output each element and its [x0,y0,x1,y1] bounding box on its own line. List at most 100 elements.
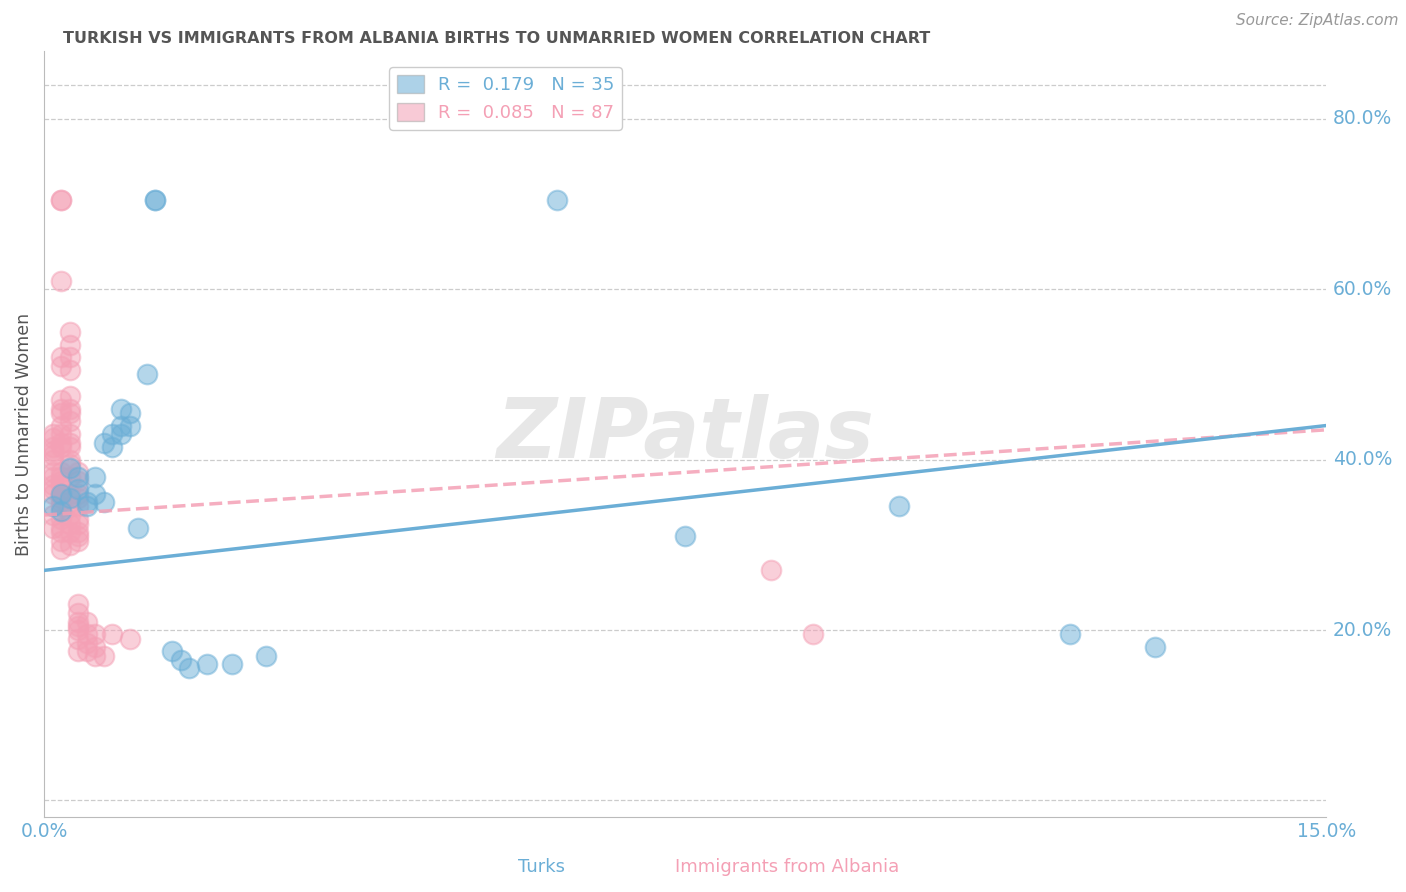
Point [59,325,82,339]
Point [254,648,277,663]
Point [101,627,124,641]
Point [67,598,90,612]
Point [801,627,824,641]
Point [51,359,73,373]
Text: Immigrants from Albania: Immigrants from Albania [675,858,900,876]
Point [59,401,82,416]
Point [51,401,73,416]
Point [41,466,63,480]
Point [93,495,115,509]
Point [76,615,98,629]
Point [143,193,166,207]
Point [170,653,193,667]
Point [67,512,90,526]
Point [101,427,124,442]
Text: Turks: Turks [517,858,565,876]
Point [179,661,201,675]
Text: 20.0%: 20.0% [1333,621,1392,640]
Point [135,368,157,382]
Point [41,469,63,483]
Point [59,469,82,483]
Point [67,619,90,633]
Point [67,615,90,629]
Y-axis label: Births to Unmarried Women: Births to Unmarried Women [15,312,32,556]
Point [51,512,73,526]
Point [41,452,63,467]
Point [67,474,90,488]
Point [67,529,90,543]
Point [59,337,82,351]
Point [59,351,82,365]
Point [59,452,82,467]
Point [93,648,115,663]
Point [59,457,82,471]
Point [51,474,73,488]
Point [67,516,90,531]
Point [76,627,98,641]
Point [110,401,132,416]
Text: 60.0%: 60.0% [1333,280,1392,299]
Point [67,606,90,620]
Point [59,440,82,454]
Point [118,406,141,420]
Text: ZIPatlas: ZIPatlas [496,393,875,475]
Point [84,486,107,500]
Point [59,406,82,420]
Point [759,563,782,577]
Point [59,435,82,450]
Point [59,427,82,442]
Point [41,483,63,497]
Point [76,500,98,514]
Point [84,648,107,663]
Point [59,486,82,500]
Point [41,427,63,442]
Point [67,632,90,646]
Point [51,500,73,514]
Point [59,414,82,428]
Point [195,657,218,672]
Point [41,521,63,535]
Point [1144,640,1167,654]
Point [51,193,73,207]
Text: TURKISH VS IMMIGRANTS FROM ALBANIA BIRTHS TO UNMARRIED WOMEN CORRELATION CHART: TURKISH VS IMMIGRANTS FROM ALBANIA BIRTH… [63,31,931,46]
Text: 80.0%: 80.0% [1333,110,1392,128]
Point [41,500,63,514]
Point [67,623,90,637]
Point [59,516,82,531]
Point [93,435,115,450]
Point [76,644,98,658]
Point [101,440,124,454]
Point [51,533,73,548]
Point [67,486,90,500]
Point [41,449,63,463]
Point [67,644,90,658]
Point [41,440,63,454]
Point [51,469,73,483]
Point [67,469,90,483]
Point [67,491,90,505]
Text: 40.0%: 40.0% [1333,450,1392,469]
Point [51,486,73,500]
Point [51,440,73,454]
Point [59,363,82,377]
Point [67,483,90,497]
Point [546,193,568,207]
Point [41,508,63,522]
Point [51,406,73,420]
Point [67,500,90,514]
Point [51,504,73,518]
Point [51,542,73,557]
Point [84,627,107,641]
Point [51,193,73,207]
Point [1059,627,1081,641]
Point [67,466,90,480]
Point [51,495,73,509]
Legend: R =  0.179   N = 35, R =  0.085   N = 87: R = 0.179 N = 35, R = 0.085 N = 87 [389,68,621,129]
Point [76,495,98,509]
Point [51,521,73,535]
Point [51,392,73,407]
Point [51,491,73,505]
Point [41,431,63,445]
Point [59,508,82,522]
Point [41,486,63,500]
